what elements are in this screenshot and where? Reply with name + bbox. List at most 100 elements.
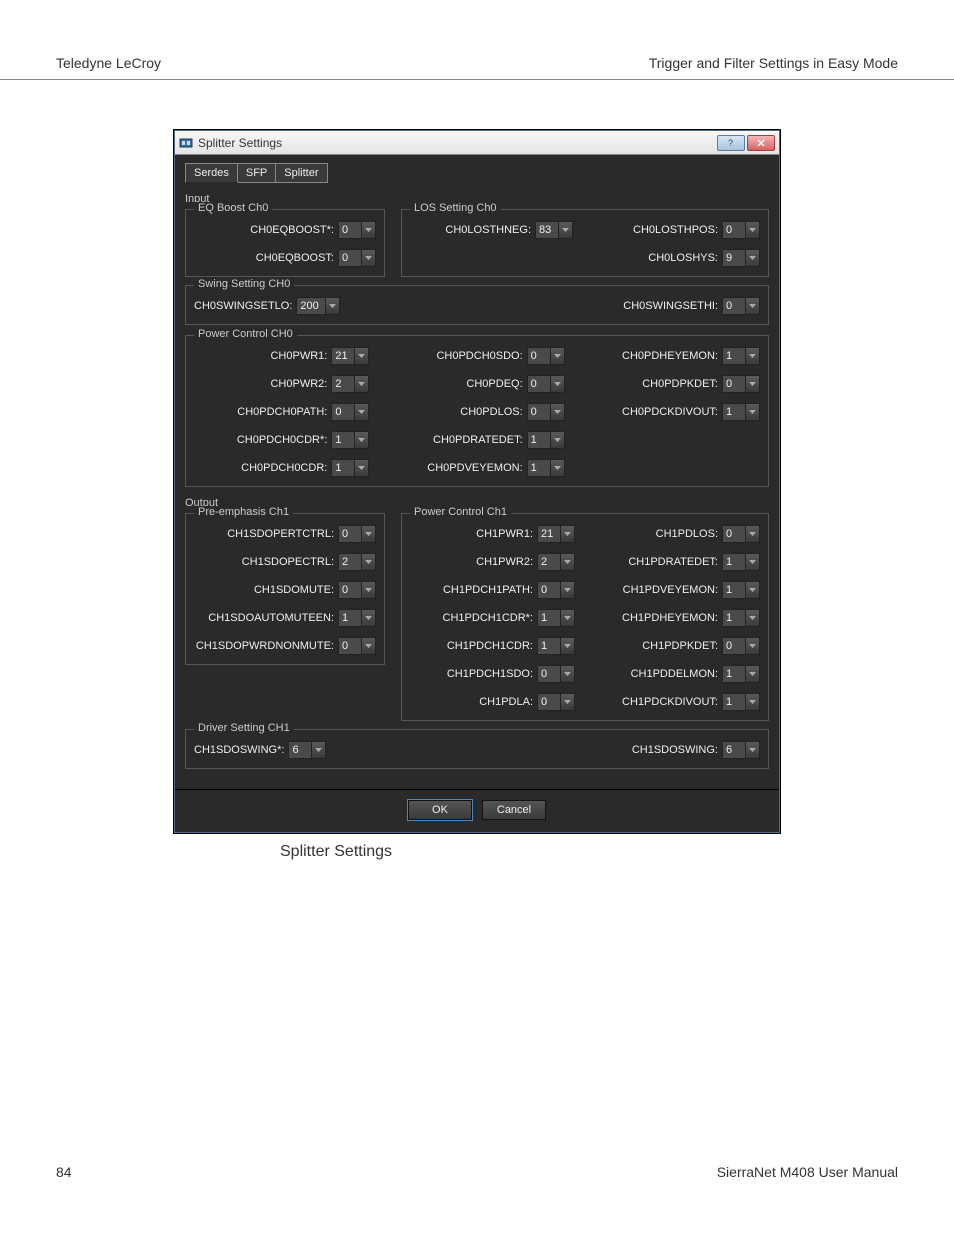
combo[interactable]: 1 (722, 347, 760, 365)
field-ch0pdch0cdr: CH0PDCH0CDR:1 (194, 458, 369, 478)
combo[interactable]: 0 (338, 581, 376, 599)
ok-button[interactable]: OK (408, 800, 472, 820)
chevron-down-icon[interactable] (746, 637, 760, 655)
chevron-down-icon[interactable] (551, 347, 565, 365)
combo[interactable]: 1 (722, 581, 760, 599)
label: CH0PDCH0SDO: (436, 350, 522, 362)
chevron-down-icon[interactable] (355, 403, 369, 421)
combo[interactable]: 200 (296, 297, 340, 315)
combo[interactable]: 0 (722, 297, 760, 315)
chevron-down-icon[interactable] (551, 375, 565, 393)
chevron-down-icon[interactable] (561, 581, 575, 599)
chevron-down-icon[interactable] (326, 297, 340, 315)
help-button[interactable]: ? (717, 135, 745, 151)
combo[interactable]: 0 (722, 375, 760, 393)
chevron-down-icon[interactable] (746, 581, 760, 599)
chevron-down-icon[interactable] (355, 375, 369, 393)
combo[interactable]: 0 (338, 525, 376, 543)
chevron-down-icon[interactable] (561, 665, 575, 683)
chevron-down-icon[interactable] (561, 609, 575, 627)
chevron-down-icon[interactable] (746, 525, 760, 543)
chevron-down-icon[interactable] (551, 431, 565, 449)
field-ch1sdoswing-star: CH1SDOSWING*: 6 (194, 740, 326, 760)
chevron-down-icon[interactable] (746, 347, 760, 365)
combo[interactable]: 1 (527, 431, 565, 449)
combo[interactable]: 0 (537, 665, 575, 683)
combo[interactable]: 1 (722, 553, 760, 571)
chevron-down-icon[interactable] (746, 403, 760, 421)
combo[interactable]: 9 (722, 249, 760, 267)
combo[interactable]: 83 (535, 221, 573, 239)
combo[interactable]: 0 (331, 403, 369, 421)
chevron-down-icon[interactable] (746, 375, 760, 393)
combo[interactable]: 2 (331, 375, 369, 393)
chevron-down-icon[interactable] (561, 525, 575, 543)
field-ch1sdopwrdnonmute: CH1SDOPWRDNONMUTE:0 (194, 636, 376, 656)
chevron-down-icon[interactable] (551, 459, 565, 477)
combo[interactable]: 1 (722, 693, 760, 711)
combo[interactable]: 6 (288, 741, 326, 759)
chevron-down-icon[interactable] (355, 431, 369, 449)
tab-splitter[interactable]: Splitter (275, 163, 327, 183)
field-ch1sdopertctrl: CH1SDOPERTCTRL:0 (194, 524, 376, 544)
chevron-down-icon[interactable] (561, 553, 575, 571)
chevron-down-icon[interactable] (362, 637, 376, 655)
combo[interactable]: 0 (722, 525, 760, 543)
combo[interactable]: 0 (537, 693, 575, 711)
chevron-down-icon[interactable] (355, 347, 369, 365)
chevron-down-icon[interactable] (362, 221, 376, 239)
combo[interactable]: 1 (722, 665, 760, 683)
combo[interactable]: 0 (722, 221, 760, 239)
combo[interactable]: 0 (537, 581, 575, 599)
combo[interactable]: 0 (527, 375, 565, 393)
combo[interactable]: 1 (537, 609, 575, 627)
driver-group: Driver Setting CH1 CH1SDOSWING*: 6 CH1SD… (185, 729, 769, 769)
chevron-down-icon[interactable] (746, 665, 760, 683)
chevron-down-icon[interactable] (362, 249, 376, 267)
combo[interactable]: 1 (527, 459, 565, 477)
combo[interactable]: 1 (722, 403, 760, 421)
combo[interactable]: 1 (338, 609, 376, 627)
combo[interactable]: 2 (537, 553, 575, 571)
chevron-down-icon[interactable] (362, 525, 376, 543)
chevron-down-icon[interactable] (551, 403, 565, 421)
dialog-title: Splitter Settings (198, 136, 282, 150)
combo[interactable]: 21 (537, 525, 575, 543)
combo[interactable]: 1 (537, 637, 575, 655)
combo[interactable]: 0 (338, 637, 376, 655)
combo[interactable]: 1 (722, 609, 760, 627)
chevron-down-icon[interactable] (362, 581, 376, 599)
combo[interactable]: 0 (722, 637, 760, 655)
label: CH1SDOSWING: (632, 744, 718, 756)
cancel-button[interactable]: Cancel (482, 800, 546, 820)
chevron-down-icon[interactable] (559, 221, 573, 239)
chevron-down-icon[interactable] (746, 221, 760, 239)
combo[interactable]: 1 (331, 431, 369, 449)
chevron-down-icon[interactable] (746, 741, 760, 759)
tab-serdes[interactable]: Serdes (185, 163, 238, 183)
combo[interactable]: 0 (338, 221, 376, 239)
tab-sfp[interactable]: SFP (237, 163, 276, 183)
combo[interactable]: 0 (527, 403, 565, 421)
chevron-down-icon[interactable] (561, 637, 575, 655)
chevron-down-icon[interactable] (746, 609, 760, 627)
chevron-down-icon[interactable] (355, 459, 369, 477)
combo[interactable]: 1 (331, 459, 369, 477)
combo[interactable]: 0 (527, 347, 565, 365)
chevron-down-icon[interactable] (312, 741, 326, 759)
chevron-down-icon[interactable] (746, 249, 760, 267)
close-button[interactable] (747, 135, 775, 151)
chevron-down-icon[interactable] (561, 693, 575, 711)
chevron-down-icon[interactable] (746, 297, 760, 315)
chevron-down-icon[interactable] (746, 693, 760, 711)
combo[interactable]: 6 (722, 741, 760, 759)
combo[interactable]: 0 (338, 249, 376, 267)
chevron-down-icon[interactable] (362, 609, 376, 627)
chevron-down-icon[interactable] (746, 553, 760, 571)
label: CH1PDLOS: (656, 528, 718, 540)
combo-value: 0 (527, 347, 551, 365)
combo[interactable]: 2 (338, 553, 376, 571)
chevron-down-icon[interactable] (362, 553, 376, 571)
field-ch0pdlos: CH0PDLOS:0 (389, 402, 564, 422)
combo[interactable]: 21 (331, 347, 369, 365)
